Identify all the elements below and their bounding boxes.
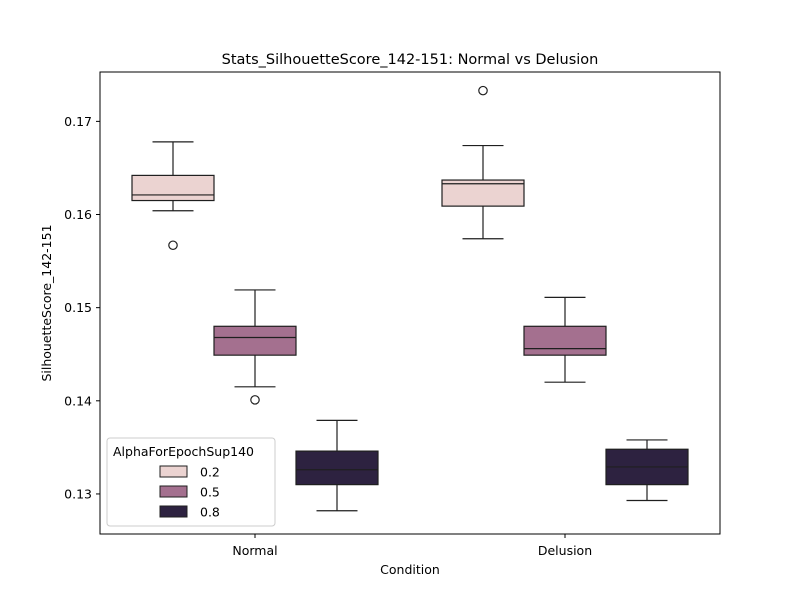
chart-title: Stats_SilhouetteScore_142-151: Normal vs… bbox=[222, 52, 599, 68]
outlier-point bbox=[168, 240, 178, 251]
iqr-box bbox=[441, 179, 525, 207]
plot-area bbox=[131, 85, 689, 512]
y-tick-label: 0.13 bbox=[64, 486, 92, 501]
iqr-box bbox=[131, 174, 215, 202]
x-tick-label: Normal bbox=[232, 543, 277, 558]
box-0.8-normal bbox=[295, 419, 379, 512]
y-tick-label: 0.16 bbox=[64, 207, 92, 222]
iqr-box bbox=[213, 325, 297, 356]
iqr-box bbox=[295, 450, 379, 486]
box-0.2-normal bbox=[131, 141, 215, 251]
plot-frame bbox=[99, 71, 721, 535]
legend-swatch bbox=[159, 505, 188, 518]
y-axis-label: SilhouetteScore_142-151 bbox=[39, 224, 54, 381]
outlier-point bbox=[250, 395, 260, 405]
box-0.5-normal bbox=[213, 289, 297, 405]
x-axis-label: Condition bbox=[380, 562, 440, 577]
y-tick-label: 0.14 bbox=[64, 393, 92, 408]
legend-label: 0.8 bbox=[200, 505, 220, 520]
box-0.2-delusion bbox=[441, 85, 525, 240]
legend: AlphaForEpochSup140 0.2 0.5 0.8 bbox=[106, 437, 276, 527]
legend-label: 0.2 bbox=[200, 465, 220, 480]
legend-swatch bbox=[159, 465, 188, 478]
outlier-point bbox=[478, 85, 488, 96]
iqr-box bbox=[523, 325, 607, 356]
box-0.8-delusion bbox=[605, 439, 689, 502]
legend-label: 0.5 bbox=[200, 485, 220, 500]
x-axis: Normal Delusion bbox=[232, 534, 592, 558]
legend-swatch bbox=[159, 485, 188, 498]
y-tick-label: 0.15 bbox=[64, 300, 92, 315]
legend-frame bbox=[106, 437, 276, 527]
y-tick-label: 0.17 bbox=[64, 114, 92, 129]
legend-title: AlphaForEpochSup140 bbox=[113, 444, 254, 459]
x-tick-label: Delusion bbox=[538, 543, 592, 558]
y-axis: 0.13 0.14 0.15 0.16 0.17 bbox=[64, 114, 100, 501]
box-0.5-delusion bbox=[523, 296, 607, 383]
